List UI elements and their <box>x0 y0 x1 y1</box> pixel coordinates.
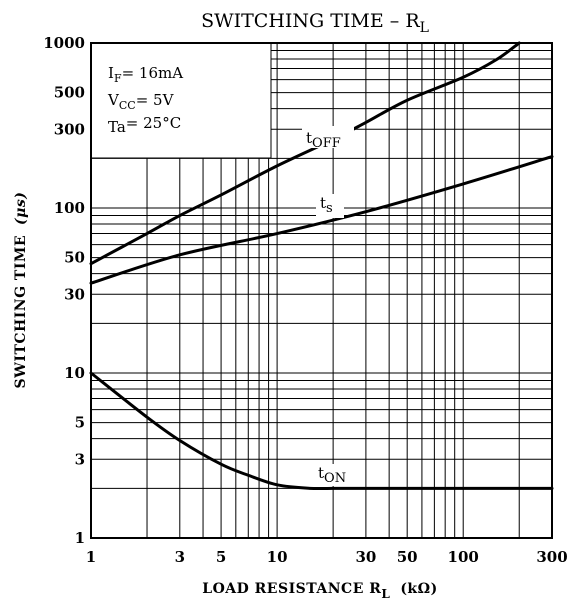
x-tick-label: 50 <box>397 548 418 566</box>
condition-vcc: VCC= 5V <box>107 91 175 112</box>
series-label-bg-ton <box>314 464 356 486</box>
chart-title-subscript: L <box>420 20 429 36</box>
y-tick-label: 1000 <box>43 34 85 52</box>
x-tick-label: 300 <box>536 548 567 566</box>
condition-ta: Ta= 25°C <box>108 114 181 136</box>
chart-title: SWITCHING TIME – RL <box>201 10 429 36</box>
x-tick-label: 30 <box>355 548 376 566</box>
y-tick-label: 500 <box>54 84 85 102</box>
y-tick-label: 100 <box>54 199 85 217</box>
series-label-bg-ts <box>316 194 344 218</box>
x-axis-tick-labels: 1 3 5 10 30 50 100 300 <box>86 548 568 566</box>
y-tick-label: 10 <box>64 364 85 382</box>
series-labels: tOFF ts tON <box>302 126 356 486</box>
series-line-ton <box>89 371 554 491</box>
series-label-toff: tOFF <box>306 129 341 151</box>
condition-if: IF= 16mA <box>108 64 183 85</box>
y-tick-label: 50 <box>64 249 85 267</box>
x-tick-label: 10 <box>267 548 288 566</box>
y-axis-label: SWITCHING TIME(μs) <box>13 192 29 389</box>
series-label-ton: tON <box>318 464 346 486</box>
y-tick-label: 1 <box>75 529 85 547</box>
conditions-box-background <box>90 42 272 159</box>
x-tick-label: 3 <box>175 548 185 566</box>
series-label-ts: ts <box>320 194 333 216</box>
series-line-ts <box>89 155 554 285</box>
x-axis-label: LOAD RESISTANCE RL (kΩ) <box>202 581 437 601</box>
chart-title-main: SWITCHING TIME – R <box>201 10 420 32</box>
x-tick-label: 1 <box>86 548 96 566</box>
y-tick-label: 30 <box>64 285 85 303</box>
y-tick-label: 3 <box>75 450 85 468</box>
x-tick-label: 5 <box>216 548 226 566</box>
x-tick-label: 100 <box>448 548 479 566</box>
y-tick-label: 300 <box>54 120 85 138</box>
plot-frame <box>90 42 553 539</box>
y-axis-tick-labels: 1 3 5 10 30 50 100 300 500 1000 <box>43 34 85 547</box>
series-label-bg-toff <box>302 126 354 148</box>
y-tick-label: 5 <box>75 414 85 432</box>
conditions-box: IF= 16mA VCC= 5V Ta= 25°C <box>90 42 272 159</box>
